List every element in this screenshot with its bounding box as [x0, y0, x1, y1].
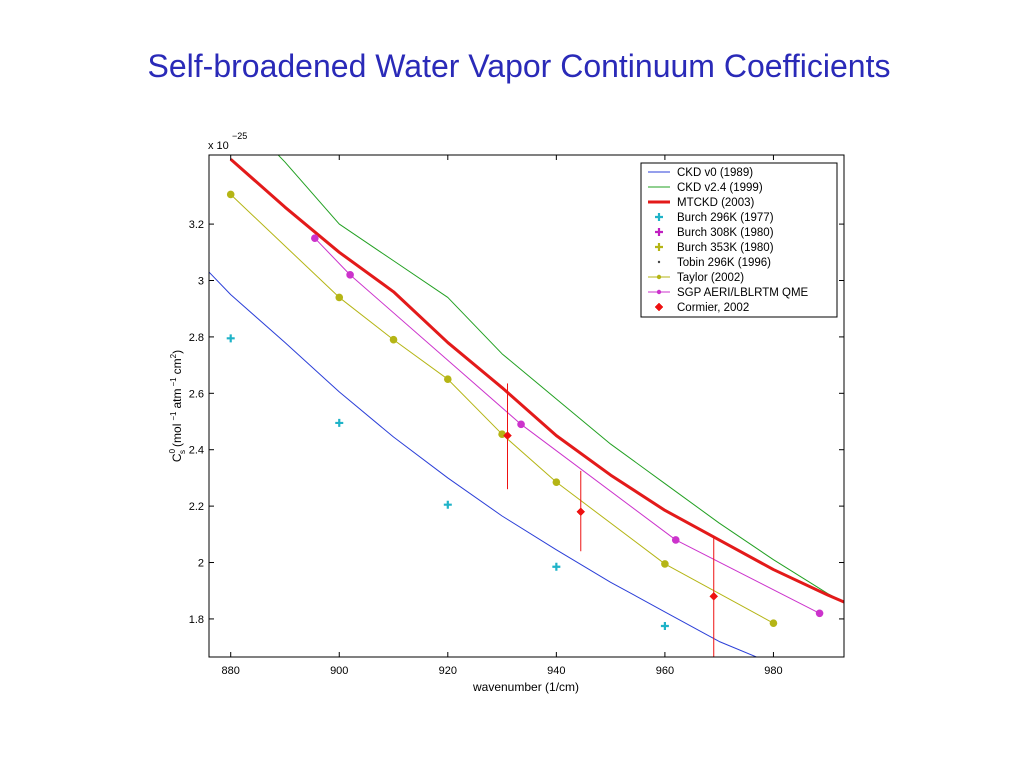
data-point-taylor-2002-1: [335, 293, 344, 302]
data-point-burch-296k-1977-1: [335, 418, 344, 427]
data-point-burch-296k-1977-0: [226, 334, 235, 343]
legend-label-ckd-v0-1989: CKD v0 (1989): [677, 167, 753, 179]
y-tick-label-5: 2.8: [189, 332, 204, 344]
legend-entry-ckd-v0-1989: CKD v0 (1989): [648, 167, 753, 179]
series-cormier-2002: [503, 383, 719, 657]
legend-label-sgp-aeri-lblrtm-qme: SGP AERI/LBLRTM QME: [677, 287, 809, 299]
data-point-burch-296k-1977-2: [443, 500, 452, 509]
x-tick-label-3: 940: [547, 665, 565, 677]
y-multiplier-base: x 10: [208, 140, 229, 152]
slide-title: Self-broadened Water Vapor Continuum Coe…: [147, 48, 891, 84]
x-tick-label-5: 980: [764, 665, 782, 677]
legend-entry-burch-308k-1980: Burch 308K (1980): [655, 227, 774, 239]
series-sgp-aeri-lblrtm-qme: [311, 234, 824, 618]
data-point-cormier-2002-1: [576, 507, 586, 517]
x-axis-title: wavenumber (1/cm): [472, 680, 579, 694]
y-title-exp-a: −1: [169, 411, 178, 421]
plot-area: [209, 155, 844, 657]
legend-label-mtckd-2003: MTCKD (2003): [677, 197, 754, 209]
series-ckd-v0-1989: [209, 271, 758, 657]
legend-entry-ckd-v2-4-1999: CKD v2.4 (1999): [648, 182, 763, 194]
data-point-sgp-aeri-lblrtm-qme-2: [517, 420, 525, 429]
series-taylor-2002: [226, 190, 778, 627]
data-point-sgp-aeri-lblrtm-qme-4: [815, 609, 824, 618]
legend-entry-burch-296k-1977: Burch 296K (1977): [655, 212, 774, 224]
data-point-sgp-aeri-lblrtm-qme-3: [671, 536, 680, 544]
x-tick-label-1: 900: [330, 665, 348, 677]
legend-swatch-burch-353k-1980: [655, 243, 663, 251]
data-point-cormier-2002-2: [709, 592, 719, 601]
legend-swatch-burch-308k-1980: [655, 228, 663, 236]
y-multiplier-exponent: −25: [232, 131, 247, 141]
legend-marker-taylor-2002: [656, 274, 662, 280]
y-title-exp-b: −1: [169, 377, 178, 387]
data-point-sgp-aeri-lblrtm-qme-1: [346, 271, 354, 279]
x-tick-label-4: 960: [656, 665, 674, 677]
y-title-unit-b: atm: [170, 388, 184, 408]
data-point-burch-296k-1977-3: [552, 562, 561, 571]
series-ckd-v2-4-1999: [277, 155, 844, 603]
plot-frame: [208, 154, 845, 658]
series-line-mtckd-2003: [229, 158, 844, 604]
data-point-taylor-2002-0: [226, 190, 235, 199]
y-title-close: ): [170, 350, 184, 354]
series-line-ckd-v0-1989: [209, 271, 758, 657]
legend-label-burch-308k-1980: Burch 308K (1980): [677, 227, 774, 239]
y-title-c: C: [170, 453, 184, 462]
y-title-exp-c: 2: [169, 353, 178, 358]
legend: CKD v0 (1989) CKD v2.4 (1999) MTCKD (2003)…: [640, 162, 838, 318]
x-tick-label-2: 920: [439, 665, 457, 677]
legend-label-ckd-v2-4-1999: CKD v2.4 (1999): [677, 182, 763, 194]
series-line-taylor-2002: [230, 194, 774, 624]
y-tick-label-7: 3.2: [189, 219, 204, 231]
x-tick-label-0: 880: [222, 665, 240, 677]
data-point-taylor-2002-6: [661, 560, 669, 568]
legend-label-burch-296k-1977: Burch 296K (1977): [677, 212, 774, 224]
legend-box: [640, 162, 838, 318]
legend-label-tobin-296k-1996: Tobin 296K (1996): [677, 257, 771, 269]
legend-label-taylor-2002: Taylor (2002): [677, 272, 744, 284]
ticks-layer: 880 900 920 940 960 980 1.8 2 2.2 2.4 2.6 2.8 3 3.2: [189, 155, 844, 677]
legend-swatch-cormier-2002: [654, 302, 664, 312]
y-title-sup0: 0: [168, 448, 177, 453]
y-tick-label-3: 2.4: [189, 445, 204, 457]
data-point-taylor-2002-5: [552, 478, 561, 486]
y-tick-label-1: 2: [198, 558, 204, 570]
legend-entry-mtckd-2003: MTCKD (2003): [648, 197, 754, 209]
y-title-unit-a: (mol: [170, 424, 184, 447]
legend-entries: CKD v0 (1989) CKD v2.4 (1999) MTCKD (2003)…: [648, 167, 809, 314]
legend-entry-sgp-aeri-lblrtm-qme: SGP AERI/LBLRTM QME: [648, 287, 809, 299]
legend-label-cormier-2002: Cormier, 2002: [677, 302, 749, 314]
data-point-cormier-2002-0: [503, 431, 512, 440]
y-tick-label-2: 2.2: [189, 501, 204, 513]
y-axis-title: C0s(mol−1atm−1cm2): [168, 350, 187, 462]
data-point-taylor-2002-7: [769, 619, 778, 627]
series-line-ckd-v2-4-1999: [277, 155, 844, 603]
data-point-taylor-2002-3: [444, 375, 452, 384]
y-tick-label-0: 1.8: [189, 614, 204, 626]
data-point-sgp-aeri-lblrtm-qme-0: [311, 234, 319, 242]
legend-swatch-burch-296k-1977: [655, 213, 663, 221]
legend-entry-burch-353k-1980: Burch 353K (1980): [655, 242, 774, 254]
data-point-burch-296k-1977-4: [660, 621, 669, 630]
y-title-unit-c: cm: [170, 358, 184, 374]
legend-swatch-tobin-296k-1996: [657, 260, 661, 264]
legend-label-burch-353k-1980: Burch 353K (1980): [677, 242, 774, 254]
y-title-subs: s: [178, 450, 187, 454]
series-burch-296k-1977: [226, 334, 669, 630]
plot-layer: [209, 155, 844, 657]
legend-entry-cormier-2002: Cormier, 2002: [654, 302, 749, 314]
y-tick-label-4: 2.6: [189, 388, 204, 400]
legend-marker-sgp-aeri-lblrtm-qme: [656, 289, 662, 295]
legend-entry-taylor-2002: Taylor (2002): [648, 272, 744, 284]
data-point-taylor-2002-2: [389, 335, 398, 344]
legend-entry-tobin-296k-1996: Tobin 296K (1996): [657, 257, 771, 269]
y-tick-label-6: 3: [198, 276, 204, 288]
series-mtckd-2003: [229, 158, 844, 604]
